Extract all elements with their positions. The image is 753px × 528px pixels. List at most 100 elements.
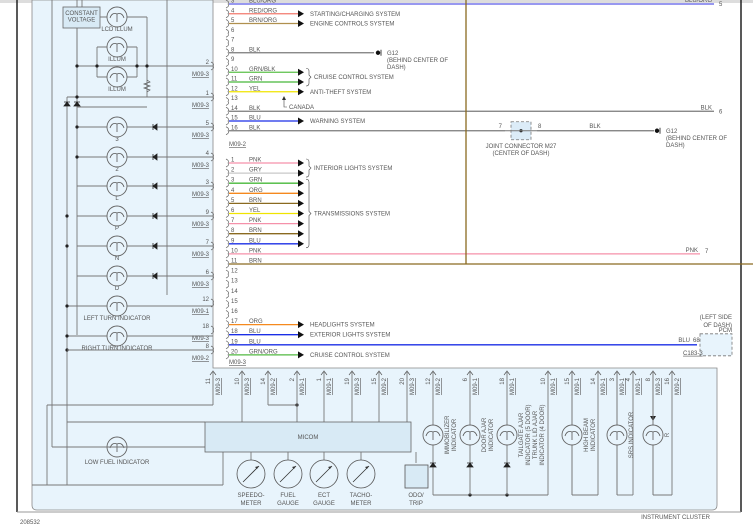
- wire-color-code: GRY: [249, 168, 262, 174]
- arrow-icon: [298, 117, 304, 125]
- wire-pin-number: 6: [231, 28, 235, 34]
- wire-color-code: GRN/ORG: [249, 349, 278, 355]
- connector-pin-icon: [210, 298, 215, 308]
- connector-pin-icon: [225, 279, 230, 289]
- indicator-label: INDICATOR (4 DOOR): [540, 404, 546, 465]
- connector-pin-icon: [225, 269, 230, 279]
- wire-color-code: BLU: [249, 238, 261, 244]
- left-pin-number: 3: [206, 180, 210, 186]
- gauge-needle: [279, 465, 297, 483]
- connector-pin-icon: [225, 77, 230, 87]
- wire-pin-number: 2: [231, 168, 235, 174]
- bulb-icon: [642, 424, 664, 446]
- wire-color-code: RED/ORG: [249, 8, 277, 14]
- bulb-filament: [109, 153, 125, 162]
- left-pin-number: 12: [202, 297, 209, 303]
- wire-pin-number: 15: [231, 116, 238, 122]
- wire-color-code: GRN: [249, 178, 262, 184]
- connector-pin-icon: [225, 249, 230, 259]
- wire-pin-number: 19: [231, 339, 238, 345]
- connector-pin-icon: [225, 126, 230, 136]
- bulb-icon: [606, 424, 628, 446]
- wire-pin-number: 10: [231, 67, 238, 73]
- gauge-label: SPEEDO-: [237, 493, 264, 499]
- right-pin-number: 7: [705, 249, 709, 255]
- bulb-icon: [106, 175, 128, 197]
- bulb-icon: [106, 235, 128, 257]
- wire-color-code: GRN: [249, 77, 262, 83]
- left-pin-number: 18: [202, 324, 209, 330]
- connector-label: M09-3: [229, 360, 247, 366]
- left-pin-number: 6: [206, 270, 210, 276]
- diode-icon: [73, 101, 81, 107]
- right-pin-number: 6: [719, 109, 723, 115]
- arrow-icon: [298, 189, 304, 197]
- indicator-label: TAILGATE AJAR: [519, 412, 525, 457]
- connector-pin-icon: [225, 87, 230, 97]
- bottom-pin-number: 15: [372, 377, 378, 384]
- constant-voltage-text: VOLTAGE: [68, 18, 95, 24]
- wire-pin-number: 4: [231, 8, 235, 14]
- wire-pin-number: 3: [231, 178, 235, 184]
- connector-pin-icon: [225, 178, 230, 188]
- pcm-name: PCM: [719, 328, 732, 334]
- bulb-filament: [499, 431, 515, 440]
- junction-dot: [65, 214, 69, 218]
- connector-label: M09-2: [229, 142, 247, 148]
- bulb-label-0: LCD ILLUM: [101, 27, 132, 33]
- pcm-location: (LEFT SIDE OF DASH): [700, 315, 732, 329]
- ground-name: G12: [387, 51, 399, 57]
- bottom-pin-number: 10: [541, 377, 547, 384]
- wire-color-code: BLU: [249, 329, 261, 335]
- left-pin-number: 1: [206, 91, 210, 97]
- constant-voltage-label: CONSTANT VOLTAGE: [65, 11, 98, 24]
- wire-color-code: BLU/ORG: [249, 0, 276, 5]
- bulb-filament: [109, 443, 125, 452]
- left-pin-number: 9: [206, 210, 210, 216]
- bottom-pin-number: 20: [400, 377, 406, 384]
- connector-pin-icon: [225, 350, 230, 360]
- diagram-id: 208532: [20, 520, 41, 526]
- left-pin-connector: M09-3: [192, 103, 210, 109]
- connector-pin-icon: [225, 58, 230, 67]
- bottom-pin-connector: M09-1: [601, 377, 607, 395]
- connector-pin-icon: [225, 300, 230, 309]
- bottom-pin-connector: M09-3: [355, 377, 361, 395]
- pcm-location-line: OF DASH): [703, 323, 732, 329]
- diode-icon: [466, 462, 474, 468]
- bulb-filament: [109, 73, 125, 82]
- pcm-connector: C183-3: [683, 351, 703, 357]
- connector-pin-icon: [210, 122, 215, 132]
- joint-location: (CENTER OF DASH): [493, 151, 550, 157]
- bottom-pin-connector: M09-1: [620, 377, 626, 395]
- bulb-filament: [609, 431, 625, 440]
- bottom-pin-connector: M09-3: [216, 377, 222, 395]
- pcm-box: [699, 333, 733, 357]
- wire-pin-number: 9: [231, 238, 235, 244]
- right-wire-color: BLU/ORG: [685, 0, 712, 4]
- left-pin-connector: M09-3: [192, 72, 210, 78]
- connector-pin-icon: [225, 116, 230, 126]
- system-label: HEADLIGHTS SYSTEM: [310, 323, 375, 329]
- connector-pin-icon: [225, 67, 230, 77]
- left-pin-connector: M09-3: [192, 163, 210, 169]
- connector-pin-icon: [225, 229, 230, 239]
- micom-label: MICOM: [298, 435, 319, 441]
- system-label: WARNING SYSTEM: [310, 119, 365, 125]
- left-pin-number: 8: [206, 344, 210, 350]
- connector-pin-icon: [210, 325, 215, 335]
- connector-pin-icon: [225, 158, 230, 168]
- connector-pin-icon: [210, 271, 215, 281]
- arrow-icon: [298, 321, 304, 329]
- bottom-pin-number: 15: [565, 377, 571, 384]
- indicator-label: INDICATOR: [452, 418, 458, 451]
- connector-pin-icon: [225, 48, 230, 58]
- bottom-pin-number: 14: [591, 377, 597, 384]
- connector-pin-icon: [225, 259, 230, 269]
- arrow-icon: [298, 169, 304, 177]
- pcm-wire-color: BLU: [678, 338, 690, 344]
- gauge-label: METER: [241, 501, 263, 507]
- bottom-pin-number: 6: [463, 377, 469, 381]
- gauge-needle-tip: [255, 466, 259, 469]
- wire-color-code: PNK: [249, 248, 261, 254]
